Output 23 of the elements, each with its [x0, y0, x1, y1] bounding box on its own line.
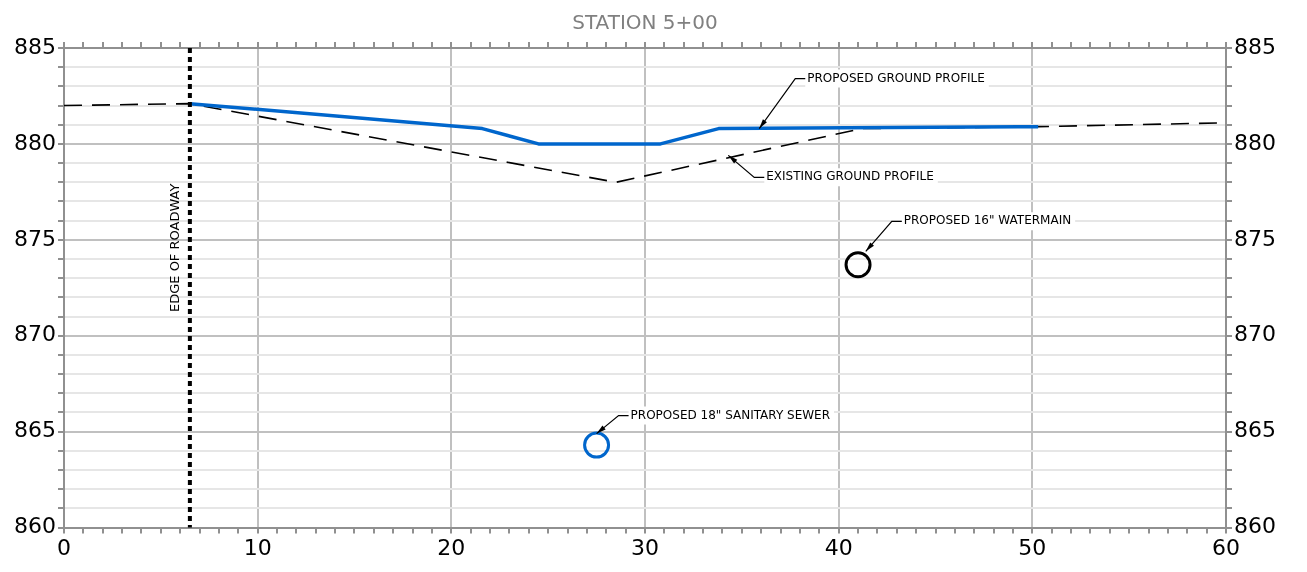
- x-tick-label: 50: [1018, 534, 1047, 560]
- y-tick-label: 870: [13, 321, 56, 347]
- y2-tick-label: 870: [1234, 321, 1277, 347]
- x-tick-label: 40: [824, 534, 853, 560]
- y2-tick-label: 875: [1234, 225, 1277, 251]
- y2-tick-label: 885: [1234, 33, 1277, 59]
- x-tick-label: 10: [243, 534, 272, 560]
- x-tick-label: 20: [437, 534, 466, 560]
- chart-title: STATION 5+00: [572, 10, 718, 35]
- y-tick-label: 875: [13, 225, 56, 251]
- annotation: PROPOSED 18" SANITARY SEWER: [630, 407, 831, 422]
- x-tick-label: 30: [631, 534, 659, 560]
- annotation: PROPOSED 16" WATERMAIN: [903, 213, 1072, 228]
- y-tick-label: 885: [13, 33, 56, 59]
- annotation: EXISTING GROUND PROFILE: [766, 169, 934, 184]
- ref-line-label: EDGE OF ROADWAY: [166, 183, 182, 312]
- y2-tick-label: 865: [1234, 417, 1277, 443]
- y-tick-label: 860: [13, 513, 56, 539]
- y-tick-label: 865: [13, 417, 56, 443]
- x-tick-label: 0: [56, 534, 71, 560]
- y-tick-label: 880: [13, 129, 56, 155]
- y2-tick-label: 880: [1234, 129, 1277, 155]
- annotation: PROPOSED GROUND PROFILE: [807, 70, 985, 85]
